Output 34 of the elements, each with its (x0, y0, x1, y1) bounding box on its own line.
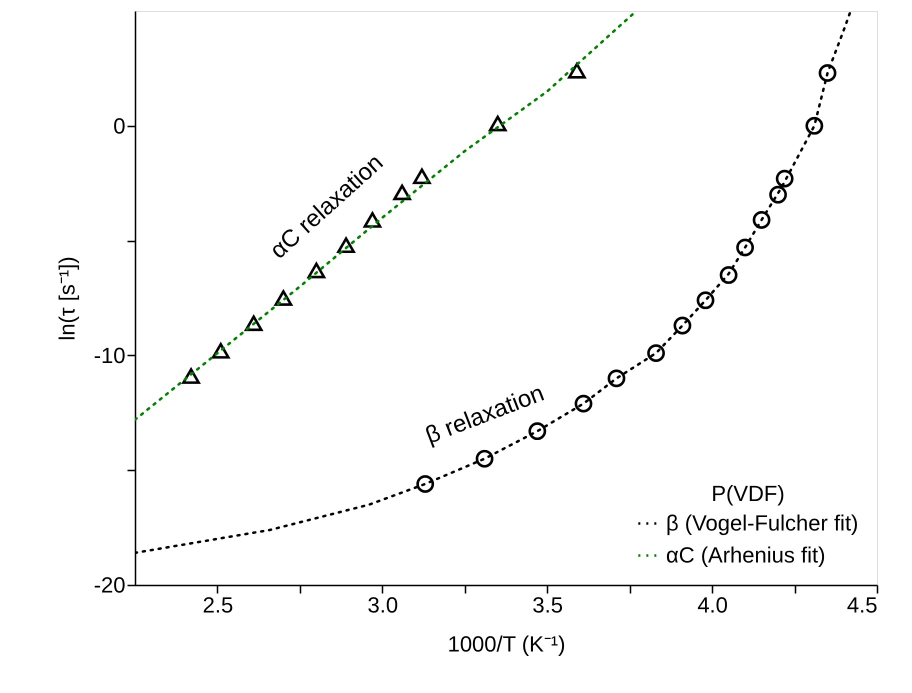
y-tick-label: -10 (94, 342, 126, 368)
point (818, 64, 836, 82)
point (647, 344, 665, 362)
point (337, 237, 355, 254)
point (476, 450, 494, 468)
legend-label: αC (Arhenius fit) (666, 542, 826, 568)
y-axis-title: ln(τ [s⁻¹]) (54, 256, 80, 341)
point (574, 394, 592, 412)
x-tick-label: 3.5 (532, 592, 564, 618)
x-tick-label: 3.0 (368, 592, 398, 618)
point (805, 116, 824, 135)
x-tick-label: 4.5 (846, 592, 878, 618)
legend-label: β (Vogel-Fulcher fit) (666, 510, 858, 536)
x-tick-label: 2.5 (202, 592, 234, 618)
point (608, 369, 626, 388)
point (776, 170, 794, 188)
point (736, 238, 754, 256)
y-tick-label: -20 (94, 572, 126, 598)
x-axis-title: 1000/T (K⁻¹) (448, 632, 566, 656)
y-tick-label: 0 (113, 113, 126, 138)
point (307, 262, 326, 278)
point (674, 316, 692, 334)
point (416, 475, 434, 493)
legend-title: P(VDF) (711, 481, 785, 506)
point (413, 168, 431, 184)
point (696, 291, 714, 310)
point (274, 290, 292, 306)
point (488, 116, 507, 132)
x-tick-label: 4.0 (697, 592, 728, 618)
point (720, 266, 738, 284)
point (769, 186, 787, 204)
point (393, 184, 412, 200)
point (752, 211, 770, 229)
point (568, 62, 586, 79)
